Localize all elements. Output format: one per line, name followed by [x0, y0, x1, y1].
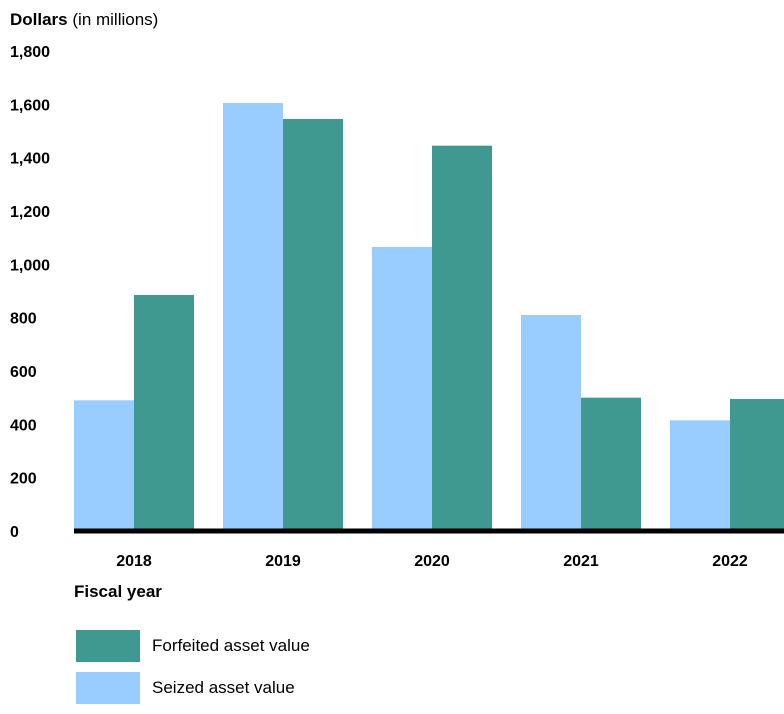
y-tick-label: 200 [10, 471, 37, 488]
y-tick-label: 0 [10, 524, 19, 541]
y-tick-label: 1,800 [10, 44, 50, 61]
bar-forfeited-2019 [283, 119, 343, 531]
legend-label-forfeited: Forfeited asset value [152, 636, 310, 655]
legend-swatch-forfeited [76, 630, 140, 662]
bar-forfeited-2021 [581, 397, 641, 531]
y-axis-title-unit: (in millions) [72, 10, 159, 29]
x-tick-label: 2018 [116, 553, 152, 570]
bar-forfeited-2020 [432, 145, 492, 531]
bar-forfeited-2018 [134, 295, 194, 531]
y-tick-label: 400 [10, 417, 37, 434]
x-tick-label: 2020 [414, 553, 450, 570]
bar-seized-2019 [223, 103, 283, 531]
bar-chart: 0 200 400 600 800 1,000 1,200 1,400 1,600 1,800 20… [10, 44, 784, 570]
y-tick-label: 1,600 [10, 97, 50, 114]
y-tick-label: 600 [10, 364, 37, 381]
legend-label-seized: Seized asset value [152, 678, 295, 697]
y-tick-label: 800 [10, 311, 37, 328]
legend: Forfeited asset value Seized asset value [76, 630, 310, 714]
y-tick-label: 1,200 [10, 204, 50, 221]
legend-item-forfeited: Forfeited asset value [76, 630, 310, 662]
y-tick-label: 1,000 [10, 257, 50, 274]
x-tick-label: 2021 [563, 553, 599, 570]
x-tick-label: 2022 [712, 553, 748, 570]
legend-swatch-seized [76, 672, 140, 704]
x-tick-label: 2019 [265, 553, 301, 570]
bar-seized-2022 [670, 420, 730, 531]
bar-forfeited-2022 [730, 399, 784, 531]
bar-seized-2021 [521, 315, 581, 531]
y-tick-label: 1,400 [10, 151, 50, 168]
x-axis-title: Fiscal year [74, 582, 162, 601]
legend-item-seized: Seized asset value [76, 672, 310, 704]
bar-seized-2018 [74, 400, 134, 531]
y-axis-title: Dollars (in millions) [10, 10, 158, 30]
bar-seized-2020 [372, 247, 432, 531]
y-axis-title-main: Dollars [10, 10, 68, 29]
